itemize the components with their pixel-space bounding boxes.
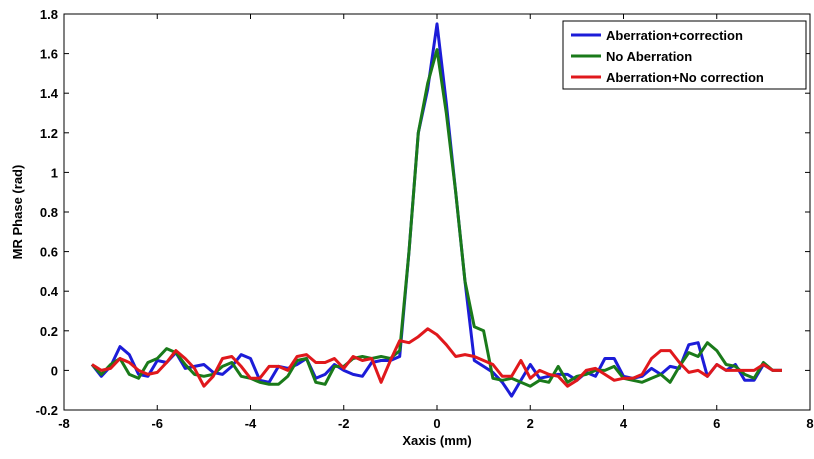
x-tick-label: 6	[713, 416, 720, 431]
y-tick-label: 0	[51, 363, 58, 378]
series-line-0	[90, 22, 782, 398]
series-line-2	[91, 327, 782, 388]
legend-label-2: Aberration+No correction	[606, 70, 764, 85]
y-axis: -0.2 0 0.2 0.4 0.6 0.8 1 1.2 1.4 1.6 1.8	[36, 7, 810, 418]
series-lines	[90, 22, 782, 398]
x-tick-label: -6	[151, 416, 163, 431]
x-tick-label: -8	[58, 416, 70, 431]
x-tick-label: 2	[527, 416, 534, 431]
x-tick-label: -4	[245, 416, 257, 431]
legend: Aberration+correction No Aberration Aberra…	[562, 20, 807, 90]
x-tick-label: 0	[433, 416, 440, 431]
legend-box	[562, 20, 807, 90]
y-tick-label: -0.2	[36, 403, 58, 418]
y-tick-label: 0.2	[40, 324, 58, 339]
x-tick-label: 4	[620, 416, 628, 431]
y-axis-label: MR Phase (rad)	[10, 165, 25, 260]
legend-label-1: No Aberration	[606, 49, 692, 64]
y-tick-label: 1.8	[40, 7, 58, 22]
legend-label-0: Aberration+correction	[606, 28, 743, 43]
y-tick-label: 1.6	[40, 47, 58, 62]
y-tick-label: 0.4	[40, 284, 59, 299]
x-axis: -8 -6 -4 -2 0 2 4 6 8	[58, 14, 814, 431]
y-tick-label: 1.2	[40, 126, 58, 141]
y-tick-label: 0.6	[40, 245, 58, 260]
y-tick-label: 1	[51, 165, 58, 180]
y-tick-label: 0.8	[40, 205, 58, 220]
x-tick-label: -2	[338, 416, 350, 431]
x-axis-label: Xaxis (mm)	[402, 433, 471, 448]
y-tick-label: 1.4	[40, 86, 59, 101]
x-tick-label: 8	[806, 416, 813, 431]
series-line-1	[90, 48, 782, 388]
